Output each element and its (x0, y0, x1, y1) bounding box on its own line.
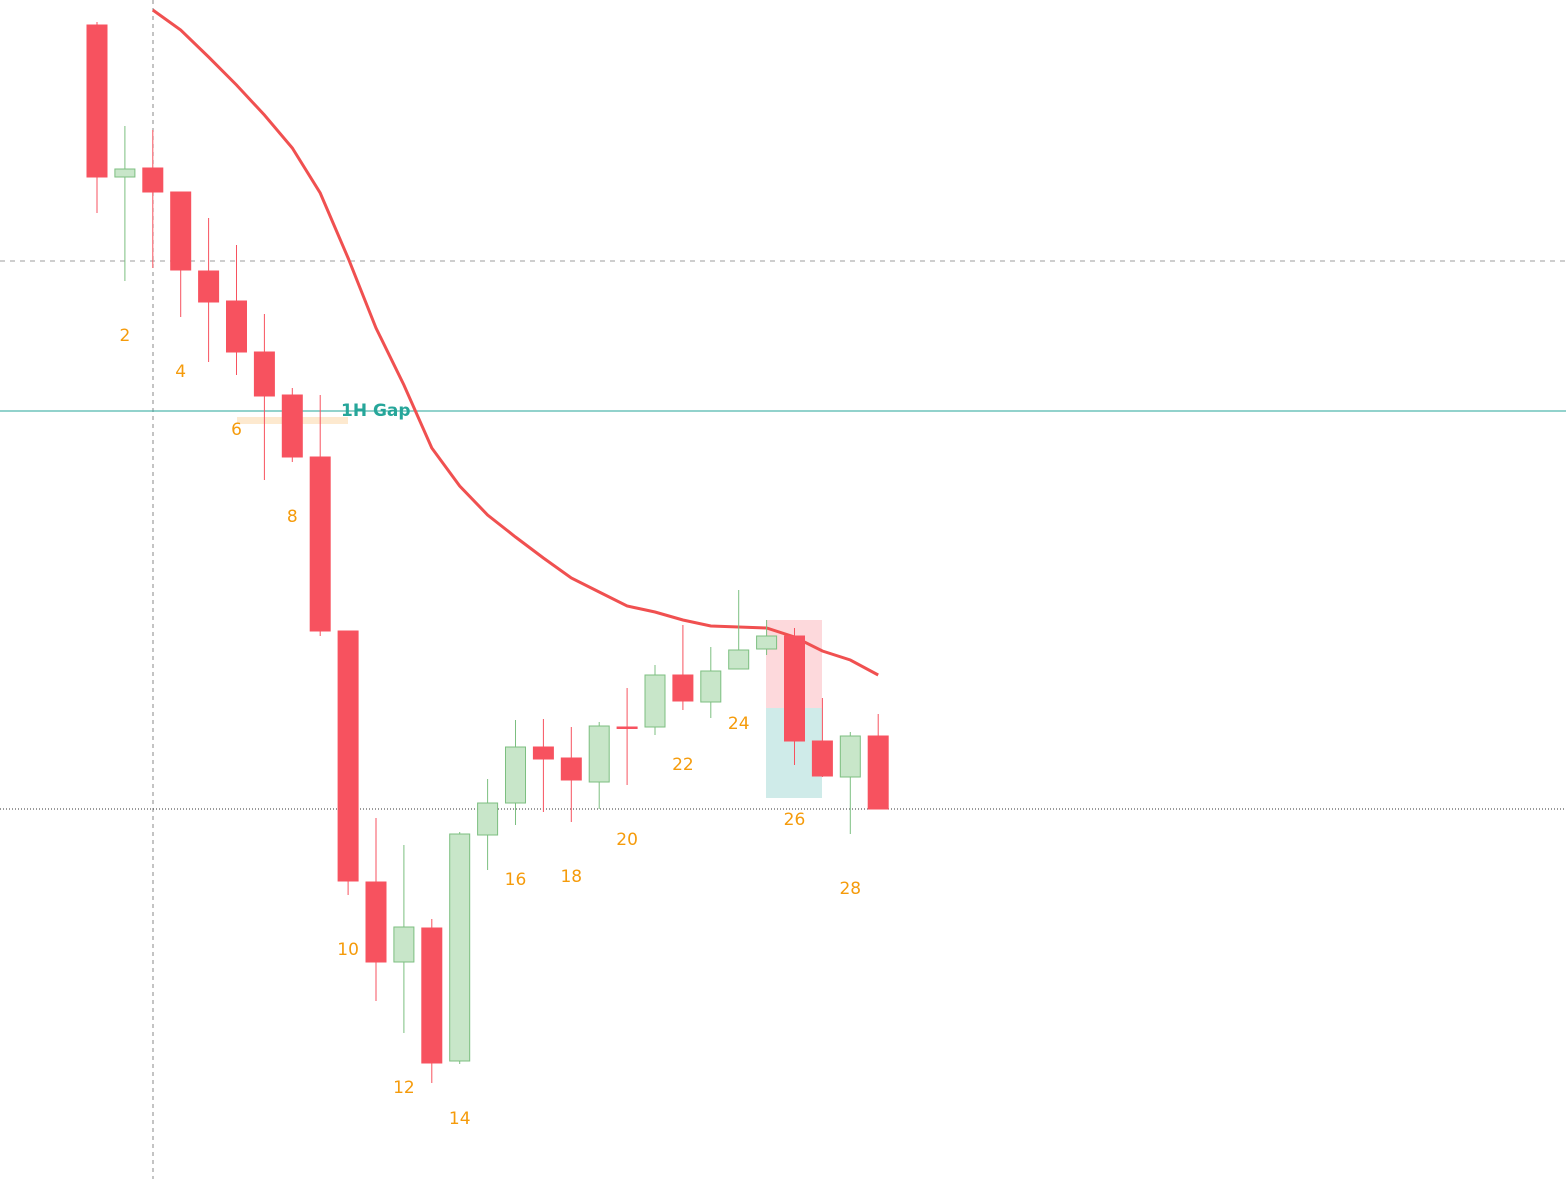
bar-number: 16 (505, 870, 527, 890)
candle-body (644, 674, 666, 728)
candle-body (170, 191, 192, 271)
candle-body (560, 757, 582, 781)
candle-body (616, 726, 638, 729)
candle-body (784, 635, 805, 742)
moving-average (151, 8, 879, 677)
candle-body (477, 802, 499, 836)
candle-body (756, 635, 778, 650)
candle-body (226, 300, 247, 353)
candle-body (281, 394, 303, 458)
candle-body (505, 746, 526, 804)
bar-number: 20 (616, 830, 638, 850)
bar-number: 10 (337, 940, 359, 960)
bar-number: 14 (449, 1109, 471, 1129)
line-label: 1H Gap (341, 401, 411, 421)
bar-number: 28 (839, 879, 861, 899)
bar-number: 6 (231, 420, 242, 440)
candle-body (839, 735, 861, 778)
candle-body (449, 833, 471, 1062)
candle-body (393, 926, 415, 963)
bar-number: 26 (784, 810, 806, 830)
bar-number: 22 (672, 755, 694, 775)
candle-body (811, 740, 833, 777)
bar-number: 4 (175, 362, 186, 382)
bar-number: 8 (287, 507, 298, 527)
bar-number: 12 (393, 1078, 415, 1098)
bar-number: 24 (728, 714, 750, 734)
candle-body (86, 24, 108, 178)
candle-body (532, 746, 554, 760)
bar-number: 18 (560, 867, 582, 887)
candle-body (337, 630, 359, 882)
candle-body (728, 649, 750, 670)
candle-body (421, 927, 443, 1064)
candle-body (672, 674, 694, 702)
candle-body (588, 725, 610, 783)
candle-body (198, 270, 220, 303)
candle-body (114, 168, 136, 178)
candle-body (700, 670, 722, 703)
candle-body (309, 456, 331, 632)
candle-body (142, 167, 164, 193)
bar-number: 2 (119, 326, 130, 346)
candle-body (867, 735, 889, 810)
candle-body (253, 351, 275, 397)
candle-body (365, 881, 387, 963)
